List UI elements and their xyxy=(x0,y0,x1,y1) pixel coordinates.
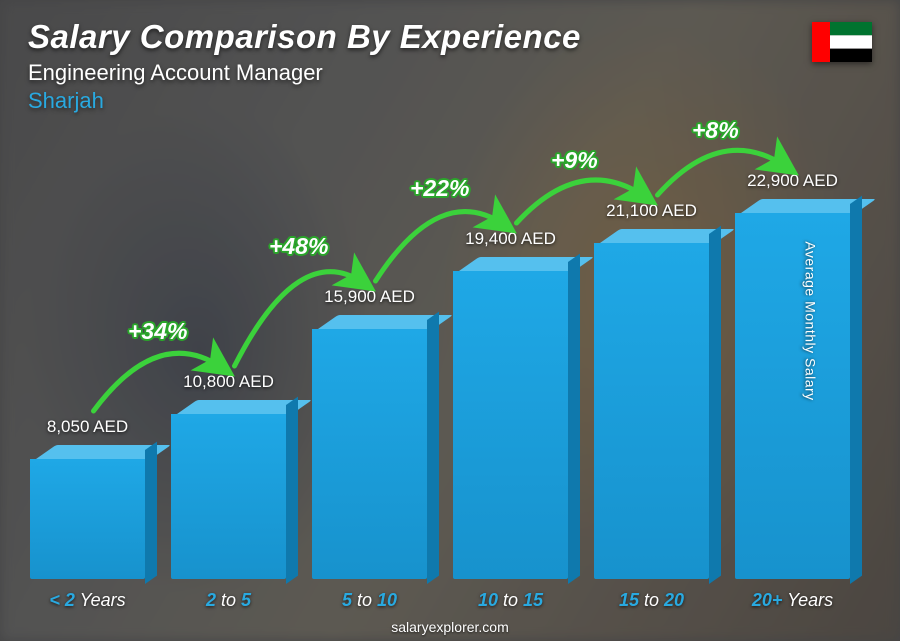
growth-arrow xyxy=(30,119,850,579)
x-tick: 20+ Years xyxy=(735,590,850,611)
y-axis-label: Average Monthly Salary xyxy=(802,241,818,400)
flag-icon xyxy=(812,22,872,62)
page-title: Salary Comparison By Experience xyxy=(28,18,872,56)
footer-credit: salaryexplorer.com xyxy=(0,619,900,635)
x-tick: < 2 Years xyxy=(30,590,145,611)
x-tick: 2 to 5 xyxy=(171,590,286,611)
header: Salary Comparison By Experience Engineer… xyxy=(28,18,872,114)
x-tick: 15 to 20 xyxy=(594,590,709,611)
location-label: Sharjah xyxy=(28,88,872,114)
x-axis: < 2 Years 2 to 5 5 to 10 10 to 15 15 to 20 20… xyxy=(30,590,850,611)
x-tick: 10 to 15 xyxy=(453,590,568,611)
x-tick: 5 to 10 xyxy=(312,590,427,611)
pct-badge: +8% xyxy=(692,117,739,144)
bar-chart: 8,050 AED 10,800 AED 15,900 AED 19,400 A… xyxy=(30,119,850,579)
page-subtitle: Engineering Account Manager xyxy=(28,60,872,86)
